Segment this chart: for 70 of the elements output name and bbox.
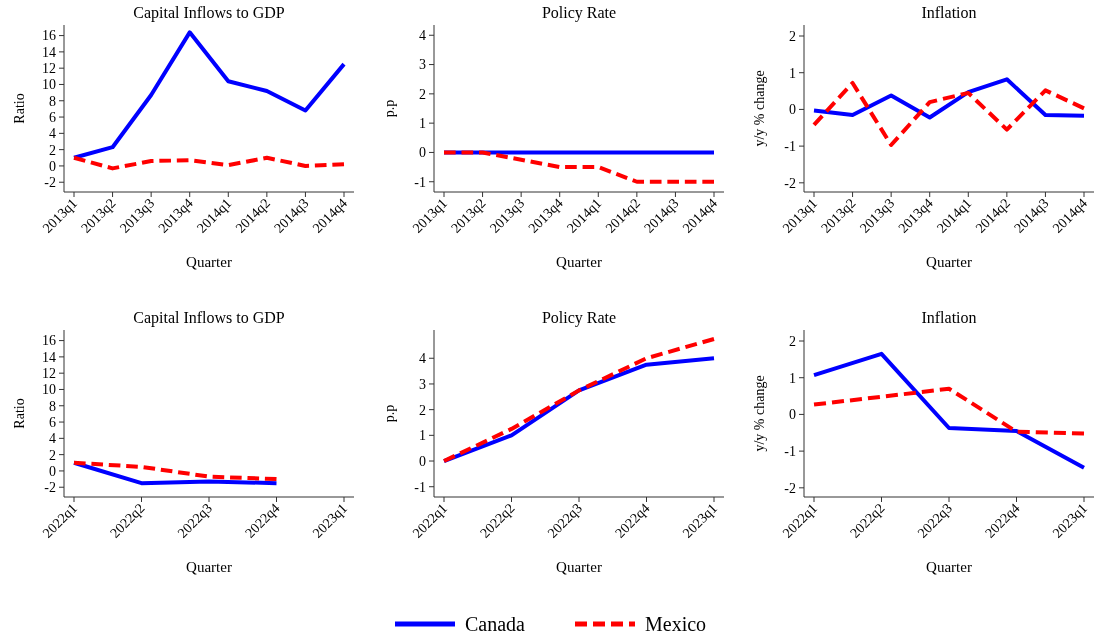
- line-series: [442, 150, 716, 184]
- chart-title: Capital Inflows to GDP: [133, 4, 285, 22]
- y-tick-label: -1: [784, 139, 796, 155]
- x-axis-title: Quarter: [926, 254, 972, 270]
- y-tick-label: 6: [49, 109, 56, 125]
- y-tick-label: 0: [789, 407, 796, 423]
- y-tick-label: 2: [49, 447, 56, 463]
- y-tick-label: 14: [42, 349, 56, 365]
- line-series: [812, 351, 1086, 470]
- y-tick-label: 1: [789, 65, 796, 81]
- y-tick-label: 8: [49, 398, 56, 414]
- y-tick-label: -2: [784, 175, 796, 191]
- y-axis-title: Ratio: [12, 93, 27, 124]
- y-tick-label: 2: [49, 142, 56, 158]
- y-tick-label: 0: [49, 158, 56, 174]
- x-axis-title: Quarter: [556, 559, 602, 575]
- line-series: [812, 77, 1086, 120]
- y-tick-label: 12: [42, 61, 56, 77]
- chart-title: Policy Rate: [541, 309, 617, 327]
- legend-label: Canada: [465, 613, 526, 635]
- y-tick-label: -1: [784, 444, 796, 460]
- line-series: [442, 336, 716, 464]
- y-axis-title: Ratio: [12, 398, 27, 429]
- y-tick-label: -2: [44, 480, 56, 496]
- y-tick-label: 16: [42, 28, 56, 44]
- y-tick-label: 4: [419, 28, 426, 44]
- chart-title: Policy Rate: [541, 4, 617, 22]
- y-tick-label: 4: [49, 126, 56, 142]
- y-tick-label: -1: [414, 174, 426, 190]
- y-tick-label: 8: [49, 93, 56, 109]
- chart-title: Inflation: [921, 4, 977, 21]
- y-tick-label: 1: [419, 428, 426, 444]
- line-series: [812, 80, 1086, 148]
- y-axis-title: y/y % change: [752, 70, 767, 147]
- x-axis-title: Quarter: [556, 254, 602, 270]
- y-tick-label: 0: [419, 453, 426, 469]
- y-axis-title: p.p: [382, 99, 397, 118]
- y-tick-label: 12: [42, 366, 56, 382]
- x-axis-title: Quarter: [186, 254, 232, 270]
- y-tick-label: 4: [419, 351, 426, 367]
- y-tick-label: 10: [42, 77, 56, 93]
- y-tick-label: 10: [42, 382, 56, 398]
- y-tick-label: -1: [414, 479, 426, 495]
- line-series: [72, 155, 346, 171]
- y-tick-label: -2: [44, 175, 56, 191]
- y-tick-label: 6: [49, 414, 56, 430]
- y-tick-label: 2: [789, 28, 796, 44]
- y-axis-title: y/y % change: [752, 375, 767, 452]
- y-tick-label: 16: [42, 333, 56, 349]
- y-tick-label: 3: [419, 376, 426, 392]
- y-tick-label: 2: [789, 333, 796, 349]
- chart-title: Inflation: [921, 309, 977, 326]
- y-tick-label: 1: [789, 370, 796, 386]
- y-tick-label: 3: [419, 57, 426, 73]
- y-tick-label: 14: [42, 44, 56, 60]
- y-tick-label: -2: [784, 480, 796, 496]
- y-tick-label: 0: [789, 102, 796, 118]
- line-series: [812, 386, 1086, 436]
- y-tick-label: 1: [419, 116, 426, 132]
- legend-label: Mexico: [645, 613, 707, 635]
- y-tick-label: 0: [419, 145, 426, 161]
- line-series: [72, 30, 346, 160]
- y-tick-label: 2: [419, 402, 426, 418]
- y-tick-label: 4: [49, 431, 56, 447]
- x-axis-title: Quarter: [926, 559, 972, 575]
- y-axis-title: p.p: [382, 404, 397, 423]
- y-tick-label: 0: [49, 463, 56, 479]
- chart-title: Capital Inflows to GDP: [133, 309, 285, 327]
- y-tick-label: 2: [419, 86, 426, 102]
- x-axis-title: Quarter: [186, 559, 232, 575]
